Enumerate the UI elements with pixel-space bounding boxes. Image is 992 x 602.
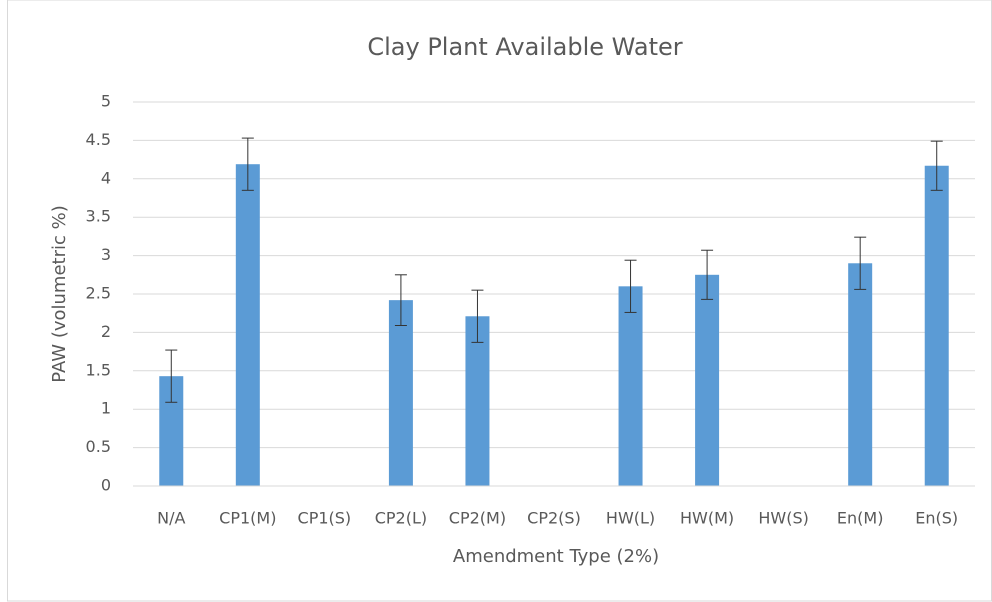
x-tick-label: CP2(M) xyxy=(449,509,506,528)
chart-border xyxy=(7,0,992,602)
x-tick-label: CP1(S) xyxy=(298,509,352,528)
x-tick-label: En(S) xyxy=(915,509,958,528)
bar xyxy=(695,274,720,486)
x-tick-label: CP1(M) xyxy=(219,509,276,528)
error-bar xyxy=(471,289,484,343)
x-tick-label: CP2(S) xyxy=(527,509,581,528)
y-tick-label: 5 xyxy=(101,92,111,111)
bar xyxy=(235,164,260,486)
y-tick-label: 4.5 xyxy=(86,130,111,149)
error-bar xyxy=(241,137,254,191)
y-tick-label: 0 xyxy=(101,476,111,495)
bar xyxy=(465,316,490,486)
bar xyxy=(618,286,643,486)
chart-title: Clay Plant Available Water xyxy=(367,33,682,61)
y-tick-label: 1.5 xyxy=(86,360,111,379)
error-bar xyxy=(394,274,407,326)
y-tick-label: 1 xyxy=(101,399,111,418)
error-bar xyxy=(624,259,637,313)
y-tick-label: 4 xyxy=(101,168,111,187)
error-bar xyxy=(854,236,867,290)
error-bar xyxy=(165,349,178,403)
y-tick-label: 3 xyxy=(101,245,111,264)
bar xyxy=(388,300,413,486)
error-bar xyxy=(701,249,714,300)
x-tick-label: CP2(L) xyxy=(375,509,427,528)
x-axis-label: Amendment Type (2%) xyxy=(453,546,659,567)
error-bar xyxy=(930,140,943,191)
x-tick-label: En(M) xyxy=(837,509,884,528)
y-axis-label: PAW (volumetric %) xyxy=(49,205,70,382)
x-tick-label: HW(M) xyxy=(680,509,734,528)
x-tick-label: HW(L) xyxy=(606,509,655,528)
y-tick-label: 2 xyxy=(101,322,111,341)
y-tick-label: 0.5 xyxy=(86,437,111,456)
y-tick-label: 2.5 xyxy=(86,284,111,303)
x-tick-label: HW(S) xyxy=(758,509,809,528)
y-tick-label: 3.5 xyxy=(86,207,111,226)
bar xyxy=(848,263,873,486)
x-tick-label: N/A xyxy=(157,509,185,528)
bar xyxy=(924,165,949,486)
